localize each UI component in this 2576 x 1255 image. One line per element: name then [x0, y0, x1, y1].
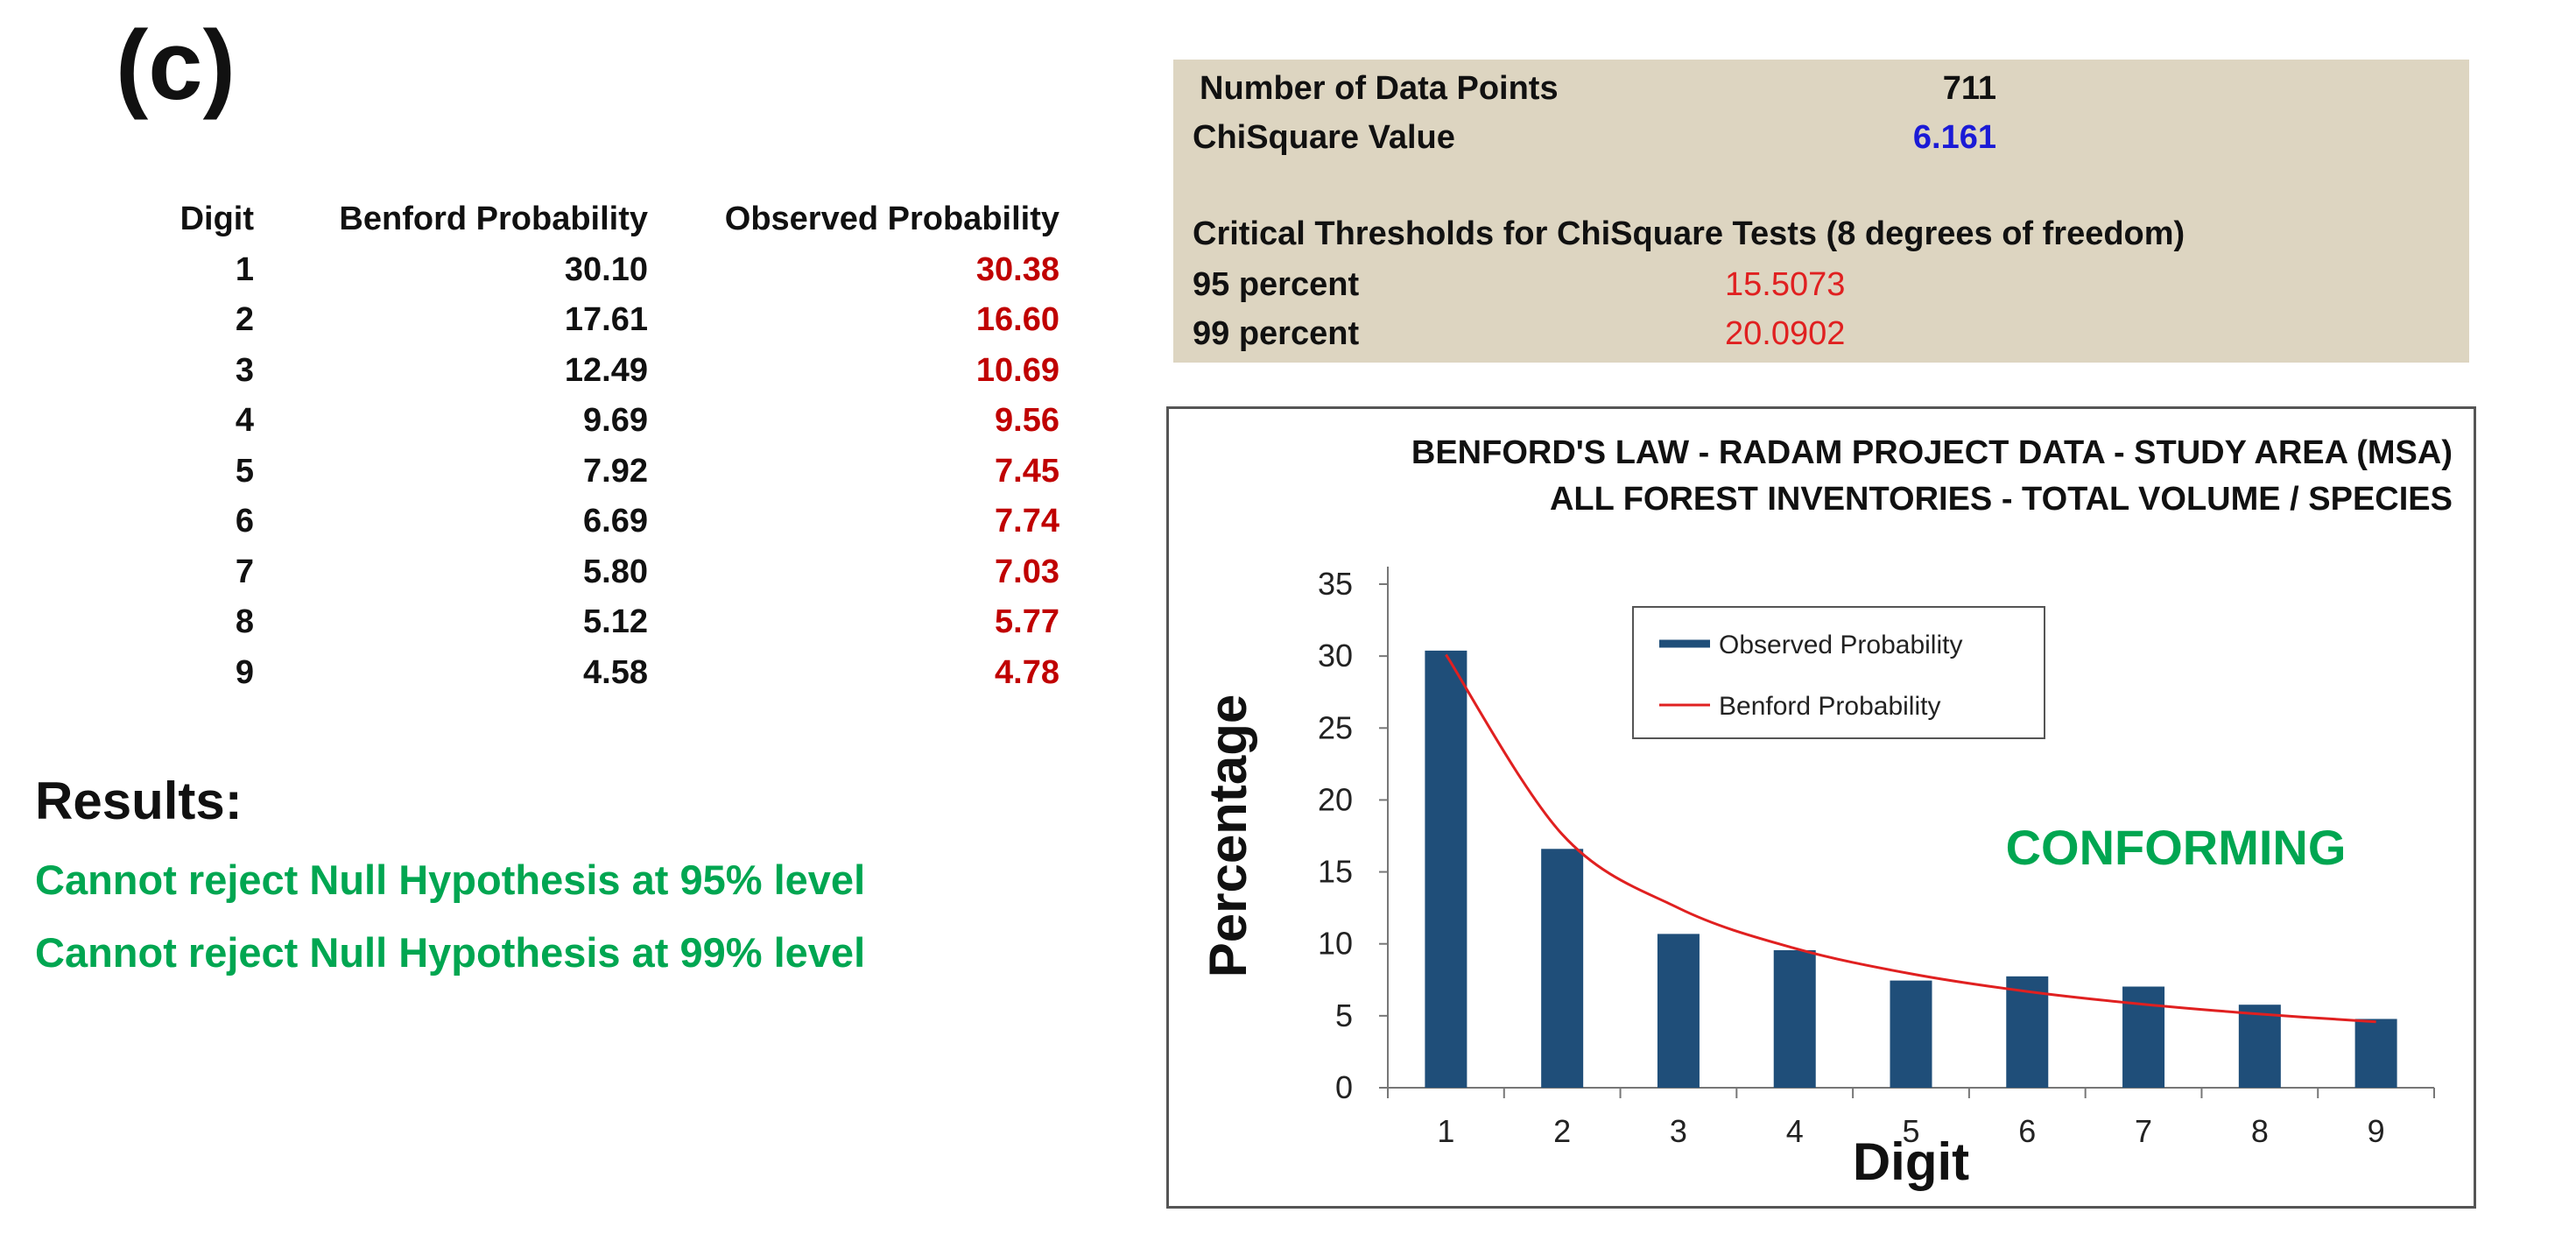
benford-cell: 9.69 [583, 402, 648, 439]
benford-cell: 5.80 [583, 553, 648, 590]
y-tick-label: 35 [1318, 566, 1353, 602]
benford-cell: 5.12 [583, 603, 648, 640]
bar [2354, 1019, 2397, 1088]
observed-cell: 5.77 [995, 603, 1059, 640]
x-tick-label: 8 [2251, 1113, 2269, 1149]
bar [1890, 980, 1932, 1088]
table-row: 4 9.69 9.56 [149, 396, 1059, 447]
table-row: 7 5.80 7.03 [149, 547, 1059, 598]
digit-cell: 5 [235, 452, 254, 490]
y-tick-label: 20 [1318, 781, 1353, 817]
legend-box [1632, 606, 2045, 739]
bar [1657, 934, 1700, 1088]
line-group [1445, 653, 2376, 1024]
benford-cell: 7.92 [583, 452, 648, 490]
benford-cell: 30.10 [564, 250, 648, 288]
table-row: 1 30.10 30.38 [149, 245, 1059, 296]
digit-cell: 8 [235, 603, 254, 640]
observed-cell: 4.78 [995, 653, 1059, 691]
table-row: 6 6.69 7.74 [149, 497, 1059, 547]
chart-legend: Observed Probability Benford Probability [1632, 606, 2045, 739]
result-line-99: Cannot reject Null Hypothesis at 99% lev… [35, 929, 866, 976]
benford-line [1445, 653, 2376, 1024]
y-axis-label: Percentage [1199, 694, 1257, 978]
results-block: Results: Cannot reject Null Hypothesis a… [35, 771, 865, 1001]
p95-label: 95 percent [1193, 266, 1360, 303]
p99-value: 20.0902 [1725, 315, 1846, 352]
bar [2238, 1005, 2281, 1088]
x-tick-label: 9 [2368, 1113, 2385, 1149]
header-observed: Observed Probability [724, 201, 1059, 237]
bar [1541, 849, 1584, 1088]
result-line-95: Cannot reject Null Hypothesis at 95% lev… [35, 857, 866, 903]
table-row: 9 4.58 4.78 [149, 648, 1059, 699]
legend-entry-observed: Observed Probability [1719, 631, 1962, 659]
conforming-annotation: CONFORMING [2006, 820, 2347, 875]
observed-cell: 7.74 [995, 503, 1059, 539]
y-axis: 0 5 10 15 20 25 30 35 [1318, 566, 1389, 1105]
bar [1773, 949, 1816, 1088]
thresholds-title: Critical Thresholds for ChiSquare Tests … [1193, 215, 2185, 252]
digit-cell: 4 [235, 402, 254, 439]
probability-table: Digit Benford Probability Observed Proba… [149, 194, 1059, 698]
chart-title-line-1: BENFORD'S LAW - RADAM PROJECT DATA - STU… [1411, 434, 2453, 471]
chisquare-stats-box: Number of Data Points 711 ChiSquare Valu… [1173, 60, 2469, 363]
digit-cell: 9 [235, 653, 254, 691]
data-points-value: 711 [1942, 70, 1996, 107]
observed-cell: 7.03 [995, 553, 1059, 590]
digit-cell: 3 [235, 351, 254, 389]
observed-cell: 30.38 [975, 250, 1059, 288]
p99-label: 99 percent [1193, 315, 1360, 352]
benford-cell: 12.49 [564, 351, 648, 389]
benford-cell: 4.58 [583, 653, 648, 691]
chart-frame: BENFORD'S LAW - RADAM PROJECT DATA - STU… [1166, 406, 2476, 1209]
observed-cell: 7.45 [995, 452, 1059, 490]
table-row: 2 17.61 16.60 [149, 295, 1059, 346]
x-tick-label: 6 [2018, 1113, 2036, 1149]
digit-cell: 1 [235, 250, 254, 288]
chisquare-label: ChiSquare Value [1193, 119, 1455, 156]
x-tick-label: 2 [1553, 1113, 1571, 1149]
table-row: 8 5.12 5.77 [149, 597, 1059, 648]
data-points-label: Number of Data Points [1200, 70, 1559, 107]
bar [1425, 650, 1467, 1088]
digit-cell: 2 [235, 301, 254, 338]
x-tick-label: 7 [2135, 1113, 2152, 1149]
y-tick-label: 15 [1318, 854, 1353, 890]
x-tick-label: 4 [1786, 1113, 1804, 1149]
y-tick-label: 25 [1318, 709, 1353, 745]
y-tick-label: 30 [1318, 638, 1353, 673]
y-tick-label: 10 [1318, 926, 1353, 962]
bars-group [1425, 650, 2397, 1088]
observed-cell: 9.56 [995, 402, 1059, 439]
table-row: 3 12.49 10.69 [149, 346, 1059, 397]
x-axis-label: Digit [1853, 1132, 1969, 1191]
benford-cell: 17.61 [564, 301, 648, 338]
header-benford: Benford Probability [339, 201, 648, 237]
panel-label: (c) [116, 11, 236, 120]
benford-chart: BENFORD'S LAW - RADAM PROJECT DATA - STU… [1199, 434, 2453, 1191]
digit-cell: 7 [235, 553, 254, 590]
bar [2006, 976, 2049, 1088]
digit-cell: 6 [235, 503, 254, 539]
legend-entry-benford: Benford Probability [1719, 692, 1940, 721]
p95-value: 15.5073 [1725, 266, 1846, 303]
table-row: 5 7.92 7.45 [149, 447, 1059, 497]
header-digit: Digit [179, 201, 254, 237]
x-tick-label: 1 [1437, 1113, 1454, 1149]
benford-cell: 6.69 [583, 503, 648, 539]
observed-cell: 10.69 [975, 351, 1059, 389]
results-title: Results: [35, 772, 243, 830]
chart-title-line-2: ALL FOREST INVENTORIES - TOTAL VOLUME / … [1550, 481, 2453, 518]
chisquare-value: 6.161 [1912, 119, 1996, 156]
y-tick-label: 5 [1335, 998, 1353, 1033]
x-tick-label: 5 [1902, 1113, 1919, 1149]
x-tick-label: 3 [1670, 1113, 1687, 1149]
y-tick-label: 0 [1335, 1069, 1353, 1105]
table-header-row: Digit Benford Probability Observed Proba… [149, 194, 1059, 245]
observed-cell: 16.60 [975, 301, 1059, 338]
